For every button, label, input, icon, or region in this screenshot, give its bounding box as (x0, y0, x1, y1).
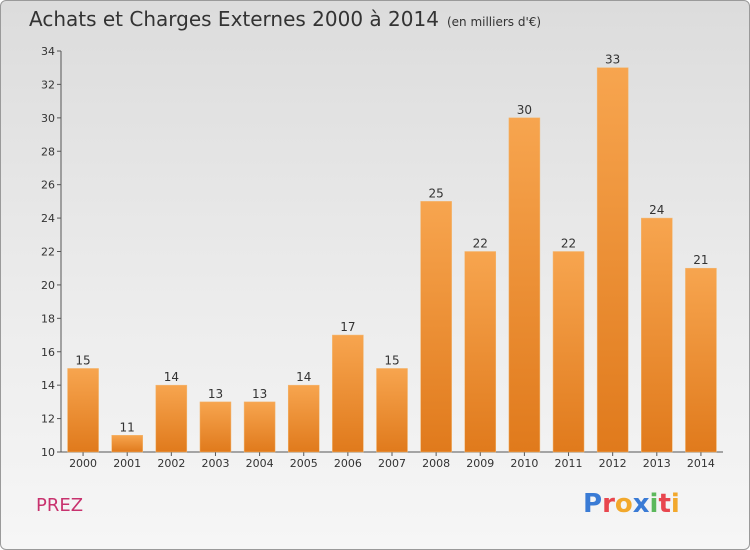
bar-2006 (332, 334, 364, 453)
x-tick-label: 2009 (466, 457, 494, 470)
bar-2003 (199, 401, 232, 453)
data-label: 22 (561, 237, 576, 251)
y-tick-label: 26 (41, 179, 55, 192)
data-label: 11 (120, 420, 135, 434)
y-tick-label: 12 (41, 413, 55, 426)
x-tick-label: 2012 (599, 457, 627, 470)
data-label: 17 (340, 320, 355, 334)
y-tick-label: 16 (41, 346, 55, 359)
y-tick-label: 18 (41, 312, 55, 325)
x-tick-label: 2013 (643, 457, 671, 470)
logo-letter: o (614, 489, 633, 519)
data-label: 21 (693, 253, 708, 267)
y-tick-label: 34 (41, 45, 55, 58)
logo-letter: x (632, 489, 650, 519)
bar-2000 (67, 368, 99, 453)
bar-2010 (508, 117, 541, 453)
x-tick-label: 2006 (334, 457, 362, 470)
y-tick-label: 10 (41, 446, 55, 459)
data-label: 33 (605, 53, 620, 67)
x-tick-label: 2004 (246, 457, 274, 470)
y-tick-label: 22 (41, 246, 55, 259)
x-tick-label: 2002 (157, 457, 185, 470)
data-label: 14 (296, 370, 311, 384)
chart-title: Achats et Charges Externes 2000 à 2014 (29, 7, 439, 31)
x-tick-label: 2003 (201, 457, 229, 470)
x-tick-label: 2005 (290, 457, 318, 470)
commune-name: PREZ (36, 495, 84, 516)
x-tick-label: 2000 (69, 457, 97, 470)
bar-2009 (464, 251, 497, 453)
bar-2013 (641, 217, 673, 453)
y-tick-label: 14 (41, 379, 55, 392)
y-tick-label: 20 (41, 279, 55, 292)
logo-letter: P (583, 489, 603, 519)
x-tick-label: 2010 (510, 457, 538, 470)
data-label: 13 (252, 387, 267, 401)
x-tick-label: 2007 (378, 457, 406, 470)
bar-2011 (552, 251, 585, 453)
bar-2002 (155, 384, 188, 453)
data-label: 15 (75, 353, 90, 367)
bar-2007 (376, 368, 408, 453)
proxiti-logo[interactable]: Proxiti (583, 489, 680, 519)
x-tick-label: 2001 (113, 457, 141, 470)
bar-2008 (420, 201, 452, 453)
logo-letter: r (602, 489, 615, 519)
bar-2012 (596, 67, 629, 453)
y-tick-label: 28 (41, 145, 55, 158)
chart-title-block: Achats et Charges Externes 2000 à 2014 (e… (29, 7, 541, 31)
data-label: 25 (428, 186, 443, 200)
logo-letter: i (670, 489, 680, 519)
y-tick-label: 24 (41, 212, 55, 225)
x-tick-label: 2014 (687, 457, 715, 470)
y-tick-label: 32 (41, 78, 55, 91)
bar-2004 (243, 401, 276, 453)
data-label: 22 (473, 237, 488, 251)
data-label: 30 (517, 103, 532, 117)
logo-letter: t (658, 489, 671, 519)
x-tick-label: 2011 (555, 457, 583, 470)
data-label: 24 (649, 203, 664, 217)
bar-2005 (287, 384, 320, 453)
data-label: 13 (208, 387, 223, 401)
y-tick-label: 30 (41, 112, 55, 125)
logo-letter: i (649, 489, 659, 519)
data-label: 15 (384, 353, 399, 367)
bar-2014 (685, 267, 717, 453)
x-tick-label: 2008 (422, 457, 450, 470)
bar-2001 (111, 435, 143, 453)
data-label: 14 (164, 370, 179, 384)
chart-subtitle: (en milliers d'€) (446, 15, 542, 29)
